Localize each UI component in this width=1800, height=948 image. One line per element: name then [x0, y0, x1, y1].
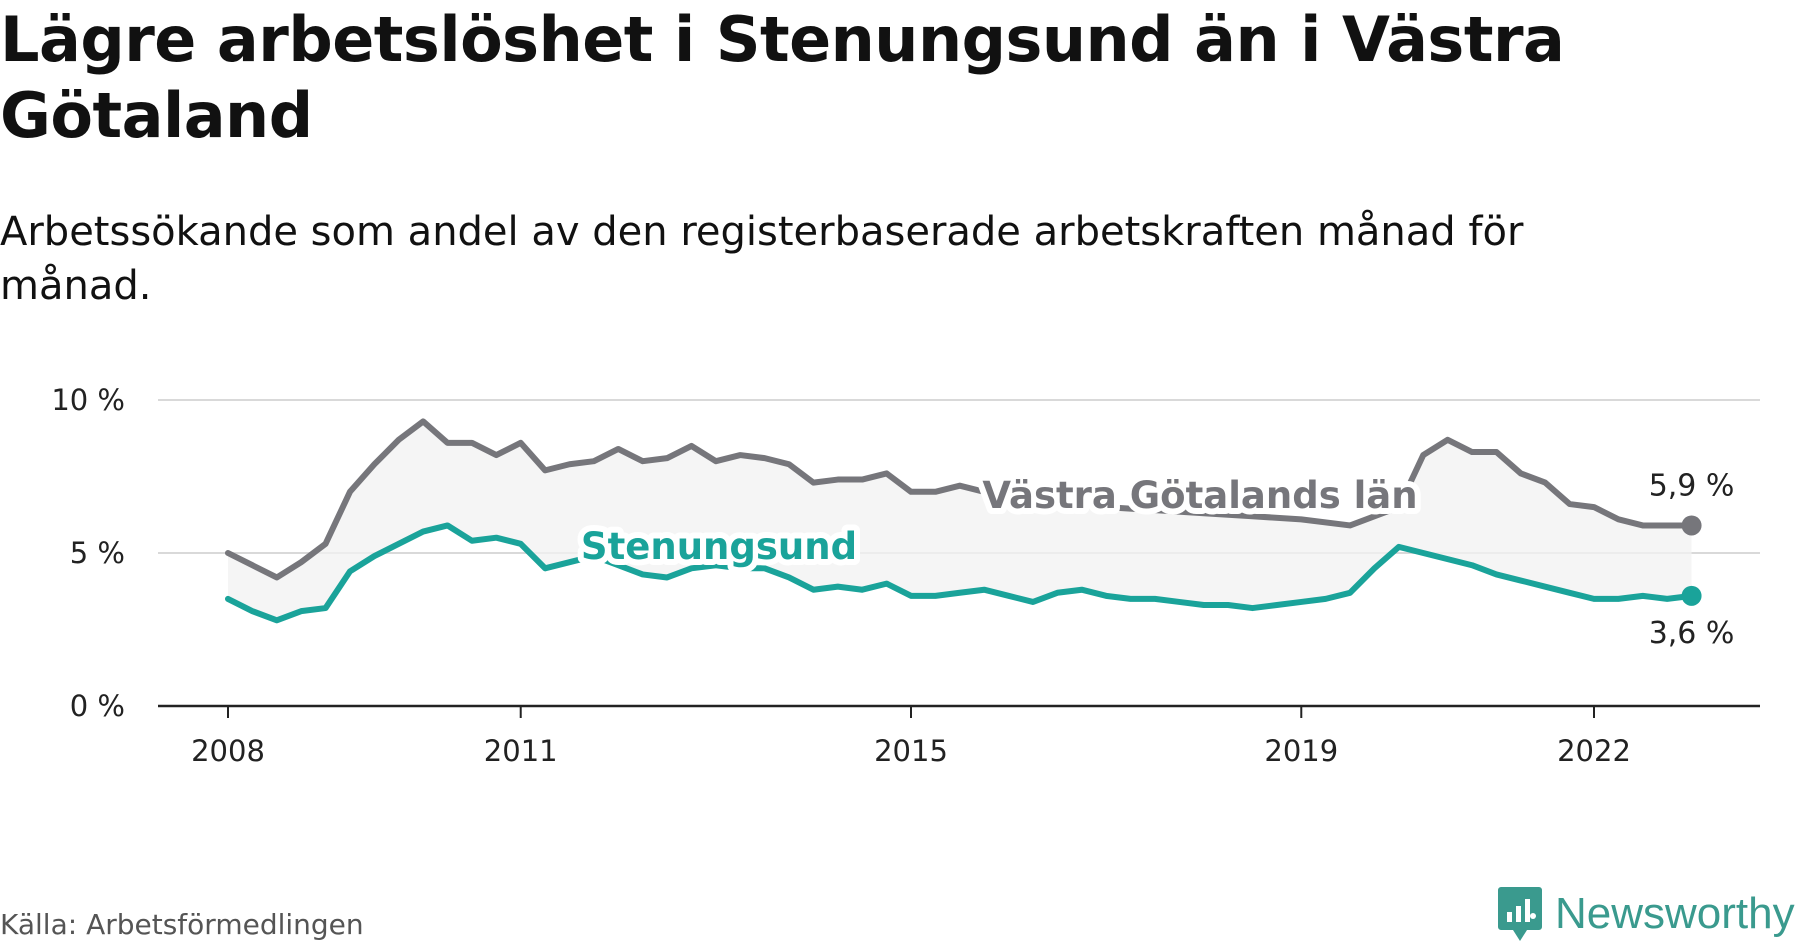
brand-logo[interactable]: Newsworthy — [1497, 885, 1795, 943]
difference-band — [228, 421, 1692, 621]
region-series-line — [225, 418, 1695, 581]
local-end-marker — [1681, 585, 1702, 606]
y-tick-label: 10 % — [51, 383, 125, 417]
chart-title: Lägre arbetslöshet i Stenungsund än i Vä… — [0, 3, 1565, 152]
line-chart: 0 % 5 % 10 % 2008 2011 2015 2019 2022 5,9 % 3,6 %… — [51, 383, 1760, 768]
label-layer: 0 % 5 % 10 % 2008 2011 2015 2019 2022 5,9 % 3,6 %… — [51, 383, 1734, 768]
local-series-line — [225, 522, 1695, 624]
y-tick-label: 5 % — [70, 536, 125, 570]
series-layer — [225, 418, 1702, 624]
y-tick-label: 0 % — [70, 689, 125, 723]
brand-name: Newsworthy — [1555, 889, 1795, 938]
local-series-label: Stenungsund — [581, 525, 857, 568]
region-series-label: Västra Götalands län — [982, 474, 1417, 517]
x-tick-label: 2015 — [874, 734, 948, 768]
chart-subtitle: Arbetssökande som andel av den registerb… — [0, 209, 1524, 309]
x-tick-label: 2011 — [484, 734, 558, 768]
x-tick-label: 2019 — [1264, 734, 1338, 768]
region-end-marker — [1681, 515, 1702, 536]
x-tick-label: 2022 — [1557, 734, 1631, 768]
local-end-value-label: 3,6 % — [1649, 616, 1735, 651]
source-note: Källa: Arbetsförmedlingen — [0, 908, 364, 941]
newsworthy-logo-icon — [1498, 887, 1542, 941]
x-tick-label: 2008 — [191, 734, 265, 768]
region-end-value-label: 5,9 % — [1649, 468, 1735, 503]
axis-layer — [158, 704, 1760, 718]
